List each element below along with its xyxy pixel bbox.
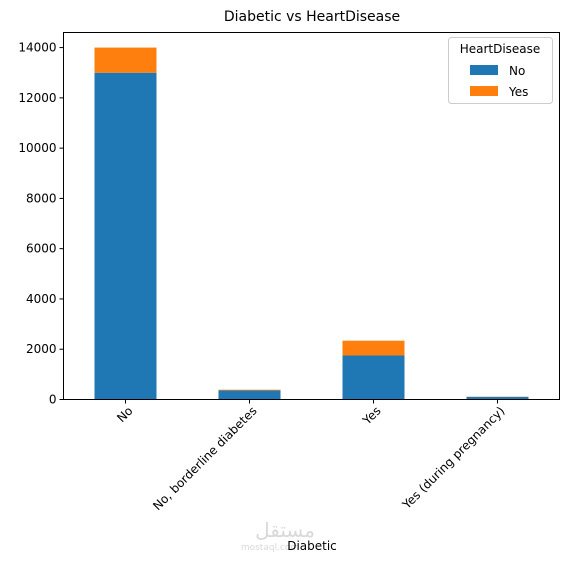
legend-label-no: No — [509, 64, 525, 78]
bar-no-0 — [94, 72, 157, 400]
y-tick-label: 4000 — [26, 292, 57, 306]
watermark-logo-text: مستقل — [255, 518, 315, 542]
chart-title: Diabetic vs HeartDisease — [224, 9, 400, 25]
plot-frame — [63, 32, 560, 400]
x-tick-label: Yes — [359, 404, 383, 428]
x-tick-label: Yes (during pregnancy) — [399, 404, 508, 513]
y-tick-label: 8000 — [26, 191, 57, 205]
bar-yes-1 — [218, 389, 281, 391]
legend-swatch-no — [470, 65, 498, 75]
x-axis-label: Diabetic — [287, 539, 337, 553]
bar-yes-2 — [342, 340, 405, 356]
y-tick-label: 12000 — [18, 91, 56, 105]
bar-yes-0 — [94, 47, 157, 73]
watermark-sub-text: mostaql.com — [241, 543, 299, 553]
y-axis-ticks: 0 2000 4000 6000 8000 10000 12000 14000 — [18, 41, 64, 407]
y-tick-label: 2000 — [26, 342, 57, 356]
legend: HeartDisease No Yes — [448, 37, 553, 104]
legend-title: HeartDisease — [460, 42, 541, 56]
bars-group — [94, 47, 529, 400]
legend-swatch-yes — [470, 86, 498, 96]
x-tick-label: No, borderline diabetes — [150, 404, 259, 513]
legend-label-yes: Yes — [508, 85, 528, 99]
y-tick-label: 14000 — [18, 41, 56, 55]
bar-no-3 — [466, 396, 529, 400]
bar-no-2 — [342, 355, 405, 400]
y-tick-label: 0 — [49, 393, 57, 407]
bar-no-1 — [218, 390, 281, 400]
y-tick-label: 10000 — [18, 141, 56, 155]
y-tick-label: 6000 — [26, 242, 57, 256]
watermark: مستقل mostaql.com — [241, 518, 315, 553]
x-axis-ticks: No No, borderline diabetes Yes Yes (during … — [114, 399, 508, 513]
x-tick-label: No — [114, 404, 135, 425]
